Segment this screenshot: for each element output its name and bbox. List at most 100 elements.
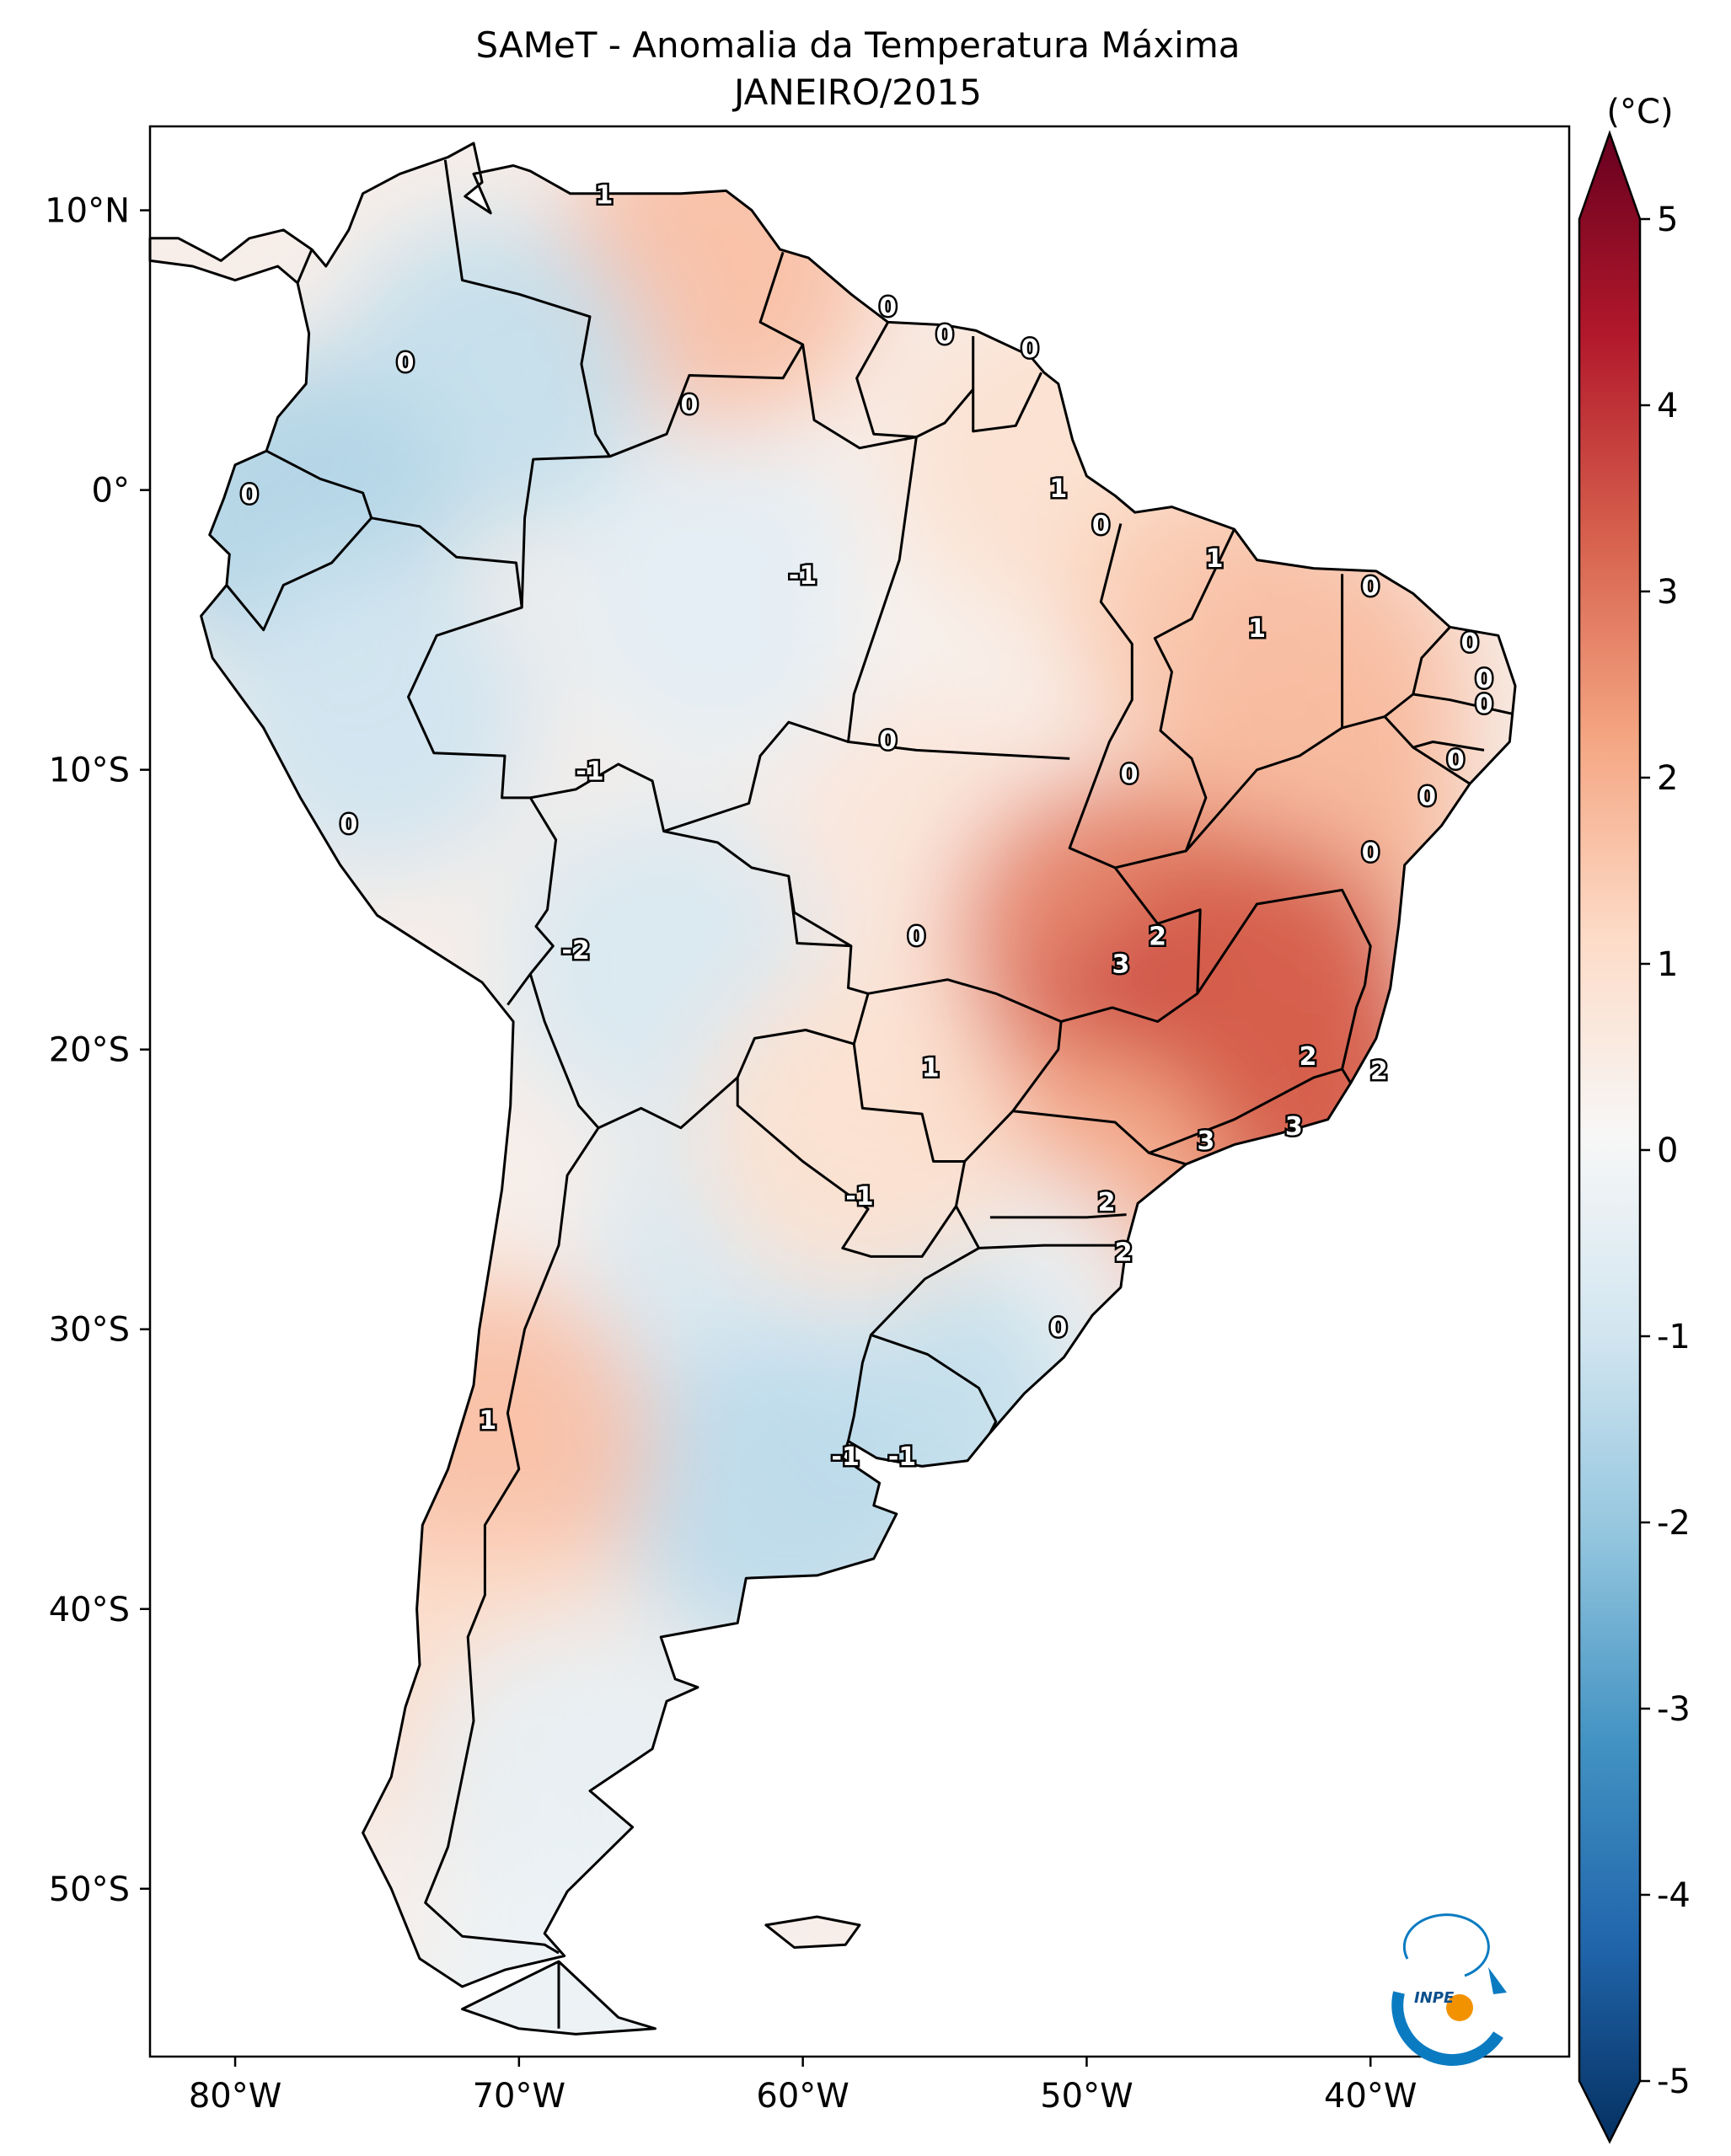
colorbar-tick-label: 5 — [1657, 201, 1678, 239]
contour-label: 0 — [1021, 334, 1039, 364]
y-tick-label: 10°N — [45, 192, 130, 231]
border-line — [989, 1213, 1127, 1219]
y-tick-label: 20°S — [49, 1031, 130, 1070]
colorbar-tick-label: 3 — [1657, 573, 1678, 612]
border-line — [1342, 715, 1471, 785]
logo-ring — [1402, 1913, 1490, 1977]
logo-swoosh — [1391, 1991, 1503, 2066]
contour-label: 0 — [1092, 511, 1110, 540]
x-tick-label: 40°W — [1324, 2077, 1417, 2116]
contour-label: 3 — [1285, 1112, 1303, 1142]
contour-label: 1 — [595, 181, 613, 211]
contour-label: 0 — [1049, 1313, 1067, 1343]
colorbar-unit: (°C) — [1606, 93, 1673, 131]
map-frame — [148, 125, 1571, 2058]
contour-label: 1 — [1248, 614, 1266, 644]
border-line — [1148, 1067, 1352, 1154]
border-line — [1412, 741, 1485, 752]
border-line — [609, 251, 805, 458]
x-tick-label: 60°W — [756, 2077, 849, 2116]
inpe-logo: INPE — [1391, 1913, 1507, 2066]
map-subtitle: JANEIRO/2015 — [732, 72, 982, 113]
border-line — [801, 344, 917, 450]
border-line — [424, 1126, 600, 1955]
border-line — [1185, 574, 1344, 852]
contour-label: 0 — [908, 922, 925, 951]
border-line — [1341, 984, 1366, 1070]
colorbar: (°C) 5 4 3 2 1 0 -1 -2 -3 -4 -5 — [1578, 93, 1691, 2144]
contour-label: 0 — [397, 349, 415, 378]
contour-label: 0 — [1418, 782, 1436, 811]
border-line — [1384, 693, 1513, 718]
logo-text: INPE — [1414, 1989, 1455, 2007]
contour-label: 3 — [1112, 950, 1129, 980]
contour-label: 2 — [1300, 1042, 1317, 1072]
map-title: SAMeT - Anomalia da Temperatura Máxima — [476, 24, 1241, 66]
x-tick-label: 50°W — [1040, 2077, 1133, 2116]
contour-label: -1 — [789, 561, 817, 591]
anomaly-region-paraguay — [699, 973, 1020, 1294]
colorbar-body — [1578, 130, 1642, 2144]
y-tick-label: 0° — [92, 472, 130, 511]
y-tick-label: 50°S — [49, 1870, 130, 1909]
contour-label: 0 — [1362, 838, 1380, 868]
contour-label: 2 — [1149, 922, 1166, 951]
contour-label: 0 — [1362, 572, 1380, 602]
contour-label: 0 — [680, 391, 698, 420]
contour-label: 0 — [1121, 760, 1139, 789]
border-line — [972, 372, 1042, 433]
colorbar-tick-label: 2 — [1657, 759, 1678, 798]
colorbar-tick-label: 1 — [1657, 945, 1678, 984]
country-borders — [148, 142, 1517, 2036]
y-axis: 10°N 0° 10°S 20°S 30°S 40°S 50°S — [45, 192, 150, 1909]
anomaly-region-amazonas — [557, 441, 878, 762]
y-tick-label: 10°S — [49, 752, 130, 790]
contour-label: 2 — [1098, 1188, 1116, 1217]
contour-label: -2 — [562, 936, 590, 966]
border-line — [871, 1333, 998, 1434]
contour-label: 0 — [240, 480, 258, 510]
contour-label: 0 — [1476, 690, 1493, 720]
border-line — [1196, 888, 1372, 995]
border-line — [1412, 626, 1451, 695]
border-line — [663, 720, 849, 833]
contour-label: 0 — [879, 292, 897, 322]
colorbar-ticks: 5 4 3 2 1 0 -1 -2 -3 -4 -5 — [1640, 201, 1691, 2101]
border-line — [736, 1043, 967, 1258]
colorbar-tick-label: 0 — [1657, 1131, 1678, 1170]
colorbar-tick-label: -1 — [1657, 1318, 1691, 1356]
contour-label: 2 — [1115, 1238, 1133, 1268]
colorbar-tick-label: 4 — [1657, 387, 1678, 425]
contour-label: -1 — [845, 1182, 873, 1212]
colorbar-tick-label: -4 — [1657, 1876, 1691, 1915]
contour-label: 3 — [1197, 1126, 1214, 1156]
x-tick-label: 70°W — [473, 2077, 565, 2116]
contour-label: 0 — [1461, 629, 1479, 658]
colorbar-tick-label: -3 — [1657, 1690, 1691, 1729]
contour-label: 0 — [1476, 665, 1493, 694]
border-line — [371, 516, 558, 1006]
contour-label: 1 — [1206, 544, 1224, 574]
colorbar-tick-label: -5 — [1657, 2062, 1691, 2101]
contour-label: 1 — [922, 1053, 940, 1083]
y-tick-label: 40°S — [49, 1591, 130, 1629]
y-tick-label: 30°S — [49, 1311, 130, 1350]
anomaly-heat-layer — [150, 142, 1474, 2035]
contour-label: 0 — [936, 321, 954, 350]
contour-label: 2 — [1370, 1057, 1388, 1086]
contour-label: 0 — [879, 726, 897, 756]
logo-arrow-icon — [1488, 1967, 1507, 1994]
contour-label: 1 — [1049, 474, 1067, 504]
border-line — [847, 436, 1070, 760]
border-line — [443, 159, 612, 608]
logo-dot — [1446, 1994, 1473, 2021]
border-line — [787, 875, 851, 948]
contour-label: 0 — [1447, 746, 1465, 775]
contour-label: 1 — [479, 1406, 496, 1436]
contour-label: 0 — [340, 811, 357, 840]
x-axis: 80°W 70°W 60°W 50°W 40°W — [189, 2057, 1417, 2116]
border-line — [225, 449, 373, 632]
border-line — [978, 1244, 1127, 1249]
